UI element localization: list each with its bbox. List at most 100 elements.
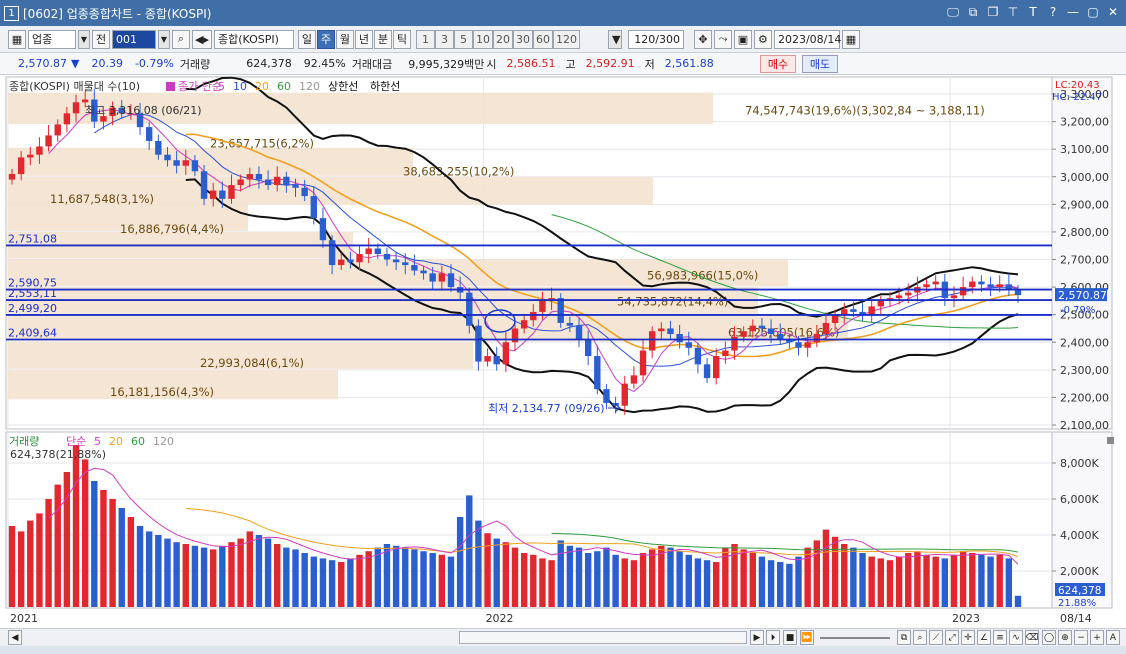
interval-button-120[interactable]: 120 [552,29,580,49]
interval-button-60[interactable]: 60 [532,29,553,49]
maximize-icon[interactable]: ▢ [1087,5,1099,19]
price-tick-label: 2,500,00 [1060,309,1109,322]
candle-body [566,322,574,326]
chart-area[interactable]: 74,547,743(19,6%)(3,302,84 ~ 3,188,11) 23… [0,75,1126,628]
market-select[interactable]: 업종 [28,29,76,49]
restore-icon[interactable]: ⧉ [968,4,978,19]
volume-legend-period: 5 [94,435,101,448]
overlay-icon[interactable]: ⧉ [897,630,911,645]
volume-profile-bar [8,314,848,342]
circle-tool-icon[interactable]: ◯ [1042,630,1056,645]
save-icon[interactable]: ▣ [733,29,752,49]
volume-bar [987,556,994,607]
volume-bar [63,472,71,607]
interval-dropdown[interactable]: ▼ [607,29,622,49]
cross-tool-icon[interactable]: ✛ [961,630,975,645]
fib-tool-icon[interactable]: ≡ [993,630,1007,645]
magnify-icon[interactable]: ⌕ [913,630,927,645]
chevron-down-icon[interactable]: ▼ [158,29,170,49]
volume-bar [182,544,189,607]
font-size-icon[interactable]: A [1106,630,1120,645]
volume-bar [164,538,171,607]
scroll-track[interactable] [459,631,747,644]
volume-bar [859,553,866,607]
legend-ma-period: 20 [255,80,269,93]
calendar-icon[interactable]: ▦ [841,29,860,49]
pre-button[interactable]: 전 [92,29,110,49]
candle-body [868,306,875,315]
minus-icon[interactable]: − [1074,630,1088,645]
candle-body [63,113,71,125]
period-tab-1[interactable]: 주 [316,29,335,49]
candle-body [255,174,263,180]
close-icon[interactable]: ✕ [1107,5,1119,19]
buy-button[interactable]: 매수 [760,55,796,73]
candle-body [813,333,821,343]
period-tab-2[interactable]: 월 [335,29,354,49]
volume-bar [996,554,1003,607]
code-input[interactable]: 001 [112,29,156,49]
period-tab-0[interactable]: 일 [297,29,316,49]
text-icon[interactable]: T [1029,5,1037,19]
stop-icon[interactable]: ■ [783,630,797,645]
period-tab-5[interactable]: 틱 [392,29,411,49]
candle-body [923,284,930,288]
pin-icon[interactable]: ⊤ [1007,5,1019,19]
volume-bar [365,551,372,607]
volume-bar [246,531,253,607]
volume-bar [795,556,802,607]
interval-button-1[interactable]: 1 [415,29,435,49]
wave-tool-icon[interactable]: ∿ [1009,630,1023,645]
interval-button-10[interactable]: 10 [472,29,493,49]
date-input[interactable]: 2023/08/14 [773,29,841,49]
interval-button-3[interactable]: 3 [434,29,454,49]
volume-current-tag-text: 624,378 [1058,585,1101,597]
copy-icon[interactable]: ❐ [987,5,999,19]
grid-icon[interactable]: ▦ [8,29,26,49]
candle-body [712,356,720,379]
candle-body [36,146,43,155]
volume-label: 거래량 [179,57,211,71]
sound-icon[interactable]: ◀▸ [192,29,212,49]
eraser-icon[interactable]: ⌫ [1025,630,1039,645]
play-back-icon[interactable]: ⏵ [766,630,780,645]
line-tool-icon[interactable]: ⟋ [929,630,943,645]
monitor-icon[interactable]: 🖵 [947,4,959,19]
volume-value: 624,378 [246,57,292,70]
scroll-right-icon[interactable]: ▶ [750,630,764,645]
chevron-down-icon[interactable]: ▼ [78,29,90,49]
zoom-in-icon[interactable]: ⊕ [1058,630,1072,645]
volume-bar [923,554,930,607]
search-icon[interactable]: ⌕ [172,29,190,49]
minimize-icon[interactable]: — [1067,5,1079,19]
sell-button[interactable]: 매도 [802,55,838,73]
candle-body [676,333,683,343]
tools-icon[interactable]: ✥ [693,29,712,49]
volume-tick-label: 6,000K [1060,493,1099,506]
legend-band-label: 상한선 [328,80,358,93]
interval-button-30[interactable]: 30 [512,29,533,49]
period-tab-4[interactable]: 분 [373,29,392,49]
candle-body [182,160,189,166]
volume-bar [54,484,61,607]
candle-body [484,356,491,362]
period-tab-3[interactable]: 년 [354,29,373,49]
scroll-left-icon[interactable]: ◀ [8,630,22,645]
name-field[interactable]: 종합(KOSPI) [213,29,294,49]
help-icon[interactable]: ? [1049,5,1057,19]
gear-icon[interactable]: ⚙ [753,29,772,49]
trend-tool-icon[interactable]: ⤢ [945,630,959,645]
count-input[interactable]: 120/300 [627,29,684,49]
angle-tool-icon[interactable]: ∠ [977,630,991,645]
volume-ma-60-line [551,532,1019,553]
window-title: [0602] 업종종합차트 - 종합(KOSPI) [23,6,212,21]
chart-icon[interactable]: ⤳ [713,29,732,49]
interval-button-5[interactable]: 5 [453,29,473,49]
zoom-slider[interactable] [820,637,890,639]
volume-bar [219,545,226,607]
x-axis-label: 2023 [952,612,980,625]
plus-icon[interactable]: + [1090,630,1104,645]
interval-button-20[interactable]: 20 [492,29,513,49]
volume-ratio: 92.45% [303,57,346,70]
fast-forward-icon[interactable]: ⏩ [800,630,814,645]
